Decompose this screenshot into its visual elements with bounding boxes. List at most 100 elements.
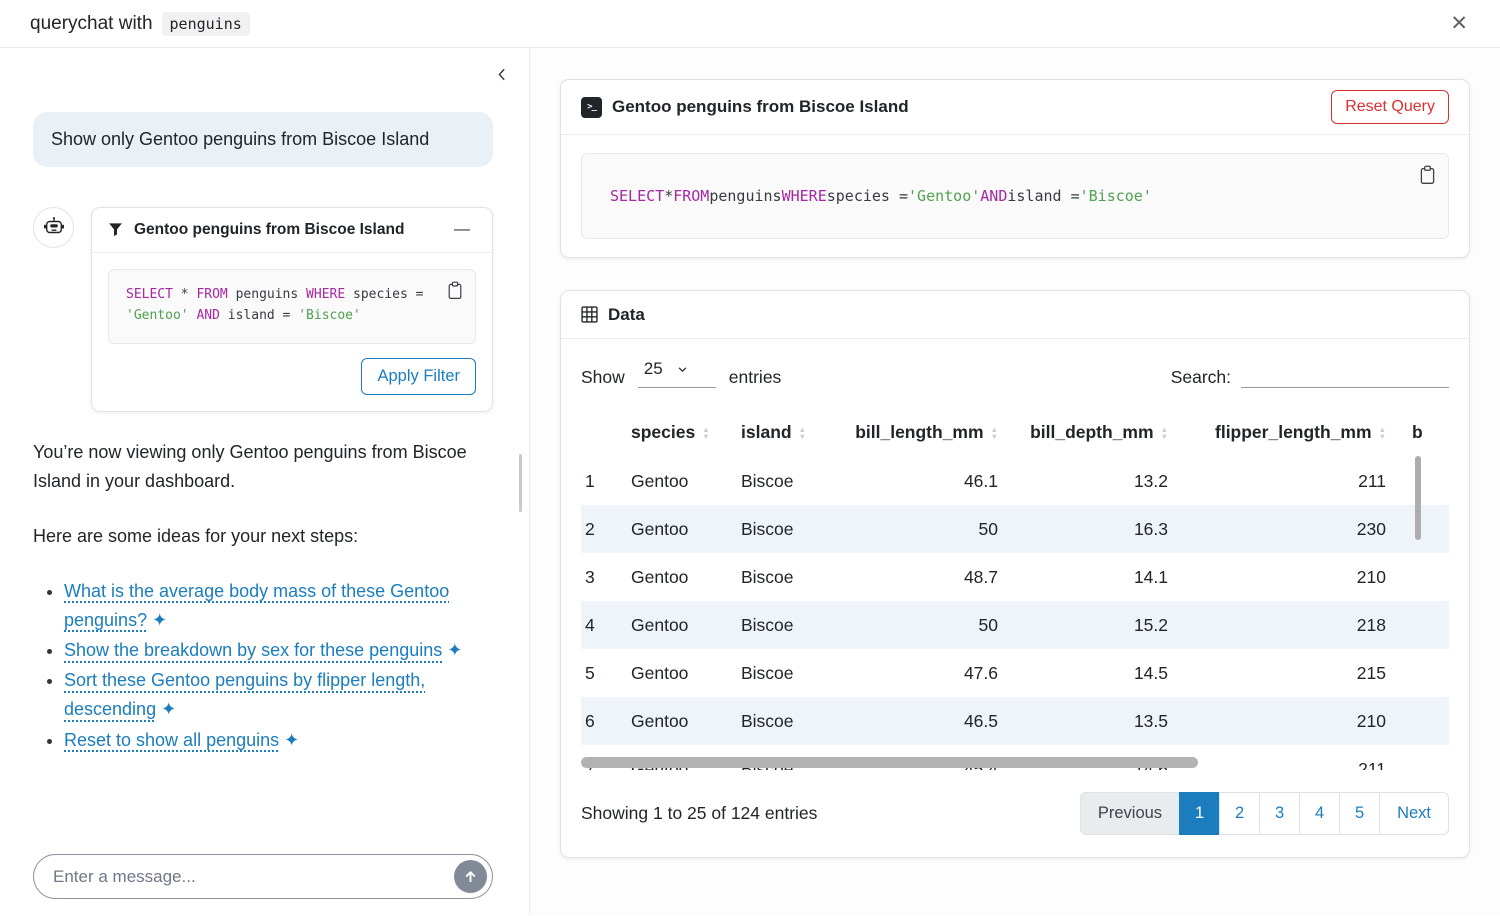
- table-cell: Biscoe: [727, 601, 837, 649]
- table-cell: Gentoo: [631, 566, 689, 587]
- sparkle-icon: ✦: [284, 729, 300, 750]
- table-cell: 210: [1356, 566, 1386, 587]
- column-header[interactable]: bill_depth_mm ▲ ▼: [1002, 412, 1172, 457]
- sql-token: island =: [219, 307, 299, 323]
- sql-token: penguins: [709, 187, 782, 205]
- suggestion-link[interactable]: Sort these Gentoo penguins by flipper le…: [64, 670, 426, 720]
- filter-card-title: Gentoo penguins from Biscoe Island: [134, 220, 405, 238]
- sql-token: 'Biscoe': [1079, 187, 1152, 205]
- table-row: 5 Gentoo Biscoe 47.6 14.5 215: [581, 649, 1449, 697]
- message-input[interactable]: [33, 854, 493, 899]
- reset-query-button[interactable]: Reset Query: [1331, 90, 1449, 124]
- table-cell: 16.3: [1002, 505, 1172, 553]
- table-cell: [1390, 745, 1449, 770]
- page-button-5[interactable]: 5: [1339, 792, 1381, 835]
- copy-button[interactable]: [445, 279, 465, 302]
- close-button[interactable]: ✕: [1444, 12, 1474, 35]
- filter-funnel-icon: [108, 222, 123, 237]
- pagination: Previous 1 2 3 4 5 Next: [1079, 792, 1449, 835]
- sql-token: FROM: [196, 286, 228, 302]
- suggestion-link[interactable]: Show the breakdown by sex for these peng…: [64, 640, 443, 661]
- sql-code-block-main: SELECT * FROM penguins WHERE species = '…: [581, 153, 1449, 239]
- data-card: Data Show 25 entries: [560, 290, 1470, 858]
- data-table-wrap: species ▲ ▼ island ▲ ▼ bill_length_mm ▲ ▼ bill_de…: [581, 412, 1449, 770]
- table-cell: 215: [1356, 662, 1386, 683]
- suggestion-link[interactable]: Reset to show all penguins: [64, 729, 280, 750]
- table-cell: Biscoe: [741, 470, 794, 491]
- assistant-text: You’re now viewing only Gentoo penguins …: [33, 442, 467, 492]
- page-button-4[interactable]: 4: [1299, 792, 1341, 835]
- sidebar-scrollbar[interactable]: [519, 454, 522, 512]
- table-cell: 2: [581, 505, 617, 553]
- column-label: species: [631, 422, 696, 442]
- table-cell: 6: [581, 697, 617, 745]
- table-grid-icon: [581, 306, 598, 323]
- sql-token: AND: [980, 187, 1008, 205]
- suggestion-item: What is the average body mass of these G…: [64, 577, 493, 635]
- search-input[interactable]: [1241, 358, 1449, 388]
- suggestion-item: Show the breakdown by sex for these peng…: [64, 636, 493, 665]
- column-label: flipper_length_mm: [1215, 422, 1372, 442]
- page-button-next[interactable]: Next: [1379, 792, 1449, 835]
- dashboard-panel: >_ Gentoo penguins from Biscoe Island Re…: [530, 48, 1500, 915]
- sql-token: AND: [196, 307, 220, 323]
- sql-token: island =: [1007, 187, 1080, 205]
- sql-token: WHERE: [306, 286, 346, 302]
- page-button-2[interactable]: 2: [1219, 792, 1261, 835]
- table-cell: Biscoe: [741, 662, 794, 683]
- query-card-body: SELECT * FROM penguins WHERE species = '…: [561, 135, 1469, 257]
- table-cell: 50: [837, 505, 1002, 553]
- column-header[interactable]: flipper_length_mm ▲ ▼: [1172, 412, 1390, 457]
- page-button-1[interactable]: 1: [1179, 792, 1221, 835]
- sidebar-collapse-button[interactable]: [493, 65, 511, 84]
- column-header[interactable]: island ▲ ▼: [727, 412, 837, 457]
- table-cell: [1390, 649, 1449, 697]
- filter-card-footer: Apply Filter: [92, 344, 492, 411]
- table-horizontal-scrollbar[interactable]: [581, 757, 1198, 768]
- table-cell: Biscoe: [727, 505, 837, 553]
- entries-label: entries: [728, 367, 782, 387]
- sql-token: SELECT: [610, 187, 665, 205]
- table-cell: [1390, 553, 1449, 601]
- page-button-previous[interactable]: Previous: [1079, 792, 1181, 835]
- table-cell: 46.5: [837, 697, 1002, 745]
- table-row: 3 Gentoo Biscoe 48.7 14.1 210: [581, 553, 1449, 601]
- column-header[interactable]: species ▲ ▼: [617, 412, 727, 457]
- apply-filter-button[interactable]: Apply Filter: [361, 358, 476, 396]
- data-card-body: Show 25 entries Search:: [561, 339, 1469, 857]
- page-length-select[interactable]: 25: [637, 357, 716, 388]
- page-button-3[interactable]: 3: [1259, 792, 1301, 835]
- filter-card-header: Gentoo penguins from Biscoe Island —: [92, 208, 492, 253]
- suggestion-item: Reset to show all penguins✦: [64, 726, 493, 755]
- table-cell: 211: [1358, 470, 1386, 491]
- suggestion-item: Sort these Gentoo penguins by flipper le…: [64, 666, 493, 724]
- sort-arrows-icon: ▲ ▼: [990, 425, 998, 442]
- titlebar: querychat with penguins ✕: [0, 0, 1500, 48]
- table-header-row: species ▲ ▼ island ▲ ▼ bill_length_mm ▲ ▼ bill_de…: [581, 412, 1449, 457]
- sql-token: *: [664, 187, 674, 205]
- table-cell: 46.1: [963, 470, 998, 491]
- table-footer: Showing 1 to 25 of 124 entries Previous 1…: [581, 792, 1449, 835]
- send-button[interactable]: [454, 860, 487, 893]
- column-label: bill_length_mm: [855, 422, 984, 442]
- sort-arrows-icon: ▲ ▼: [1378, 425, 1386, 442]
- robot-icon: [42, 215, 66, 239]
- table-vertical-scrollbar[interactable]: [1415, 456, 1421, 540]
- sql-token: 'Biscoe': [298, 307, 361, 323]
- sort-arrows-icon: ▲ ▼: [1160, 425, 1168, 442]
- column-header[interactable]: bill_length_mm ▲ ▼: [837, 412, 1002, 457]
- filter-card-collapse-button[interactable]: —: [448, 221, 476, 239]
- user-message-bubble: Show only Gentoo penguins from Biscoe Is…: [33, 112, 493, 167]
- suggestion-link[interactable]: What is the average body mass of these G…: [64, 580, 450, 630]
- page-length-value: 25: [643, 359, 663, 378]
- data-card-title: Data: [608, 304, 645, 324]
- table-cell: 5: [585, 662, 595, 683]
- entries-summary: Showing 1 to 25 of 124 entries: [581, 803, 818, 823]
- sql-token: WHERE: [781, 187, 827, 205]
- sql-token: FROM: [673, 187, 710, 205]
- table-cell: 13.2: [1133, 470, 1168, 491]
- copy-button[interactable]: [1417, 163, 1438, 187]
- table-cell: 218: [1172, 601, 1390, 649]
- clipboard-icon: [1419, 165, 1436, 185]
- table-cell: Biscoe: [741, 566, 794, 587]
